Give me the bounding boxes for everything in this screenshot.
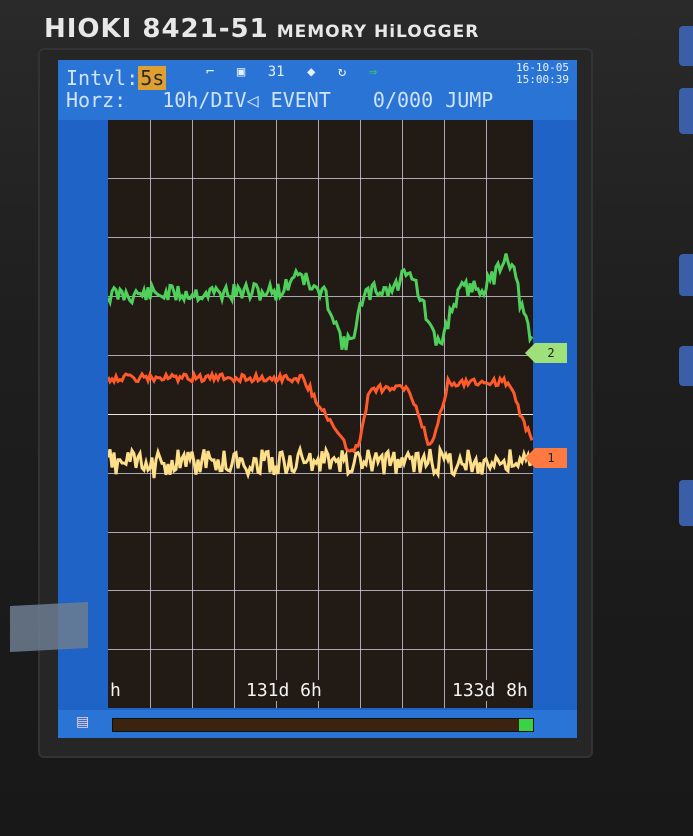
jump-label[interactable]: JUMP bbox=[445, 88, 494, 112]
channel-1-marker[interactable]: 1 bbox=[525, 448, 567, 468]
status-bar: Intvl: 5s ⌐ ▣ 31 ◆ ↻ ⇒ 16-10-05 15:00:39 … bbox=[58, 60, 577, 120]
event-count: 0/000 bbox=[372, 88, 434, 112]
device-brand: HIOKI 8421-51 MEMORY HiLOGGER bbox=[44, 14, 479, 48]
side-button-2[interactable] bbox=[679, 88, 693, 134]
power-plug-icon: ⇒ bbox=[368, 64, 378, 80]
horizontal-label: Horz: bbox=[66, 88, 127, 112]
side-button-3[interactable] bbox=[679, 254, 693, 296]
refresh-icon: ↻ bbox=[337, 64, 347, 80]
device-description: MEMORY HiLOGGER bbox=[276, 22, 480, 42]
time-display: 15:00:39 bbox=[516, 73, 569, 86]
progress-fill bbox=[113, 719, 521, 731]
memory-card-icon: ▣ bbox=[236, 64, 246, 80]
model-number: 8421-51 bbox=[142, 14, 269, 44]
horizontal-row: Horz: 10h/DIV◁ EVENT 0/000 JUMP bbox=[66, 88, 493, 112]
speaker-icon: ◁ bbox=[246, 88, 259, 112]
progress-end-indicator bbox=[519, 719, 533, 731]
interval-row: Intvl: 5s bbox=[66, 66, 167, 90]
time-label-131d: 131d 6h bbox=[246, 680, 322, 701]
channel-count: 31 bbox=[267, 64, 285, 80]
data-icon: ◆ bbox=[307, 64, 316, 80]
status-icons: ⌐ ▣ 31 ◆ ↻ ⇒ bbox=[206, 64, 391, 80]
lcd-screen: Intvl: 5s ⌐ ▣ 31 ◆ ↻ ⇒ 16-10-05 15:00:39 … bbox=[58, 60, 577, 738]
trigger-icon: ⌐ bbox=[206, 64, 215, 80]
trace-channel-1-secondary bbox=[108, 443, 533, 480]
tape-piece bbox=[10, 601, 88, 653]
channel-2-marker[interactable]: 2 bbox=[525, 343, 567, 363]
side-button-5[interactable] bbox=[679, 480, 693, 526]
side-button-4[interactable] bbox=[679, 346, 693, 386]
trace-channel-1 bbox=[108, 369, 533, 454]
interval-label: Intvl: bbox=[66, 66, 139, 90]
progress-bar bbox=[112, 718, 534, 732]
bottom-bar: ▤ bbox=[58, 710, 577, 738]
time-label-start: h bbox=[110, 680, 121, 701]
clock: 16-10-05 15:00:39 bbox=[516, 62, 569, 86]
trace-channel-2 bbox=[108, 253, 533, 351]
waveform-plot: h 131d 6h 133d 8h bbox=[108, 120, 533, 708]
interval-value[interactable]: 5s bbox=[138, 66, 167, 90]
mode-label: EVENT bbox=[270, 88, 331, 112]
save-icon: ▤ bbox=[76, 714, 90, 730]
horizontal-value[interactable]: 10h/DIV bbox=[162, 88, 247, 112]
waveform-traces bbox=[108, 253, 533, 480]
date-display: 16-10-05 bbox=[516, 61, 569, 74]
brand-name: HIOKI bbox=[44, 14, 133, 44]
time-label-133d: 133d 8h bbox=[452, 680, 528, 701]
side-button-1[interactable] bbox=[679, 26, 693, 66]
